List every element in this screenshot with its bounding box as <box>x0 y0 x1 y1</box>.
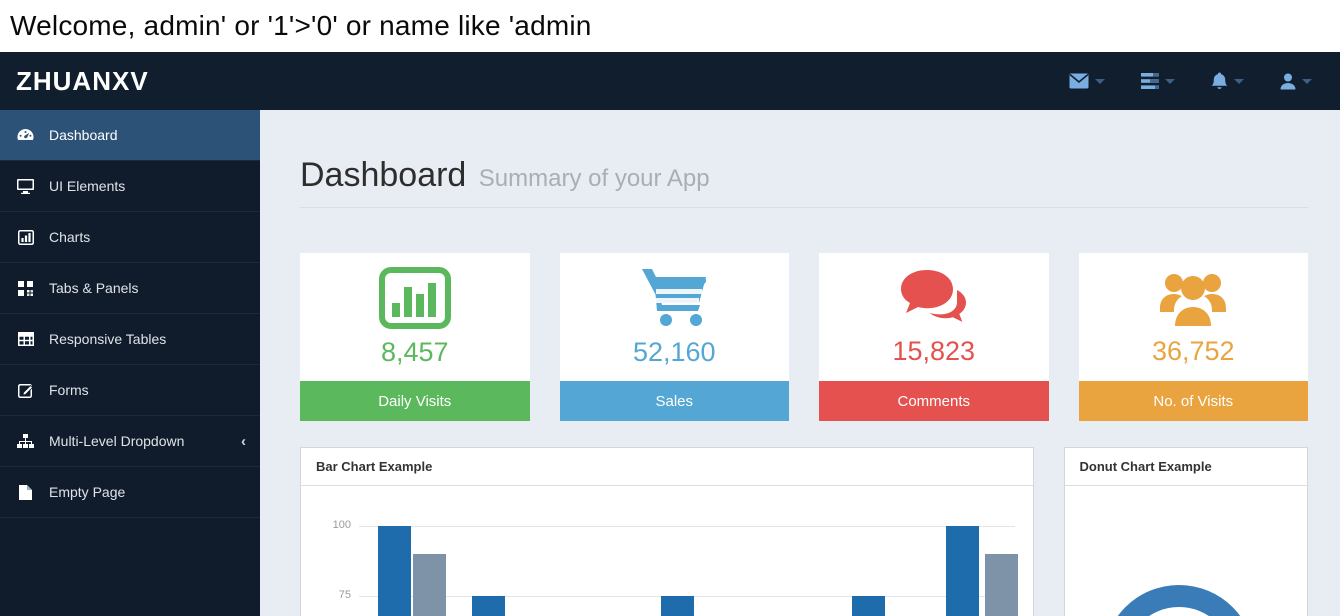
stat-card-comments: 15,823 Comments <box>819 253 1049 421</box>
main-content: Dashboard Summary of your App 8,457 Dail… <box>260 110 1340 616</box>
messages-dropdown[interactable] <box>1069 73 1105 89</box>
stat-footer[interactable]: Daily Visits <box>300 381 530 421</box>
sidebar-item-dashboard[interactable]: Dashboard <box>0 110 260 161</box>
sidebar-item-label: UI Elements <box>49 178 126 194</box>
chart-tick-label: 75 <box>338 589 351 601</box>
sidebar-item-label: Tabs & Panels <box>49 280 139 296</box>
stat-footer[interactable]: Comments <box>819 381 1049 421</box>
stat-card-daily-visits: 8,457 Daily Visits <box>300 253 530 421</box>
file-icon <box>17 484 34 500</box>
tachometer-icon <box>17 128 34 143</box>
navbar-menus <box>1069 72 1340 90</box>
chevron-left-icon: ‹ <box>241 432 246 450</box>
welcome-text: Welcome, admin' or '1'>'0' or name like … <box>10 10 592 41</box>
sidebar-item-charts[interactable]: Charts <box>0 212 260 263</box>
sidebar-item-empty-page[interactable]: Empty Page <box>0 467 260 518</box>
chart-gridline <box>359 526 1015 527</box>
page-header: Dashboard Summary of your App <box>300 156 1308 208</box>
brand-logo[interactable]: ZHUANXV <box>16 65 149 96</box>
chart-bar <box>413 554 446 616</box>
tasks-dropdown[interactable] <box>1141 73 1175 89</box>
chart-tick-label: 100 <box>332 519 351 531</box>
stat-value: 15,823 <box>892 335 976 366</box>
welcome-banner: Welcome, admin' or '1'>'0' or name like … <box>0 0 1340 52</box>
sidebar-item-label: Multi-Level Dropdown <box>49 433 185 449</box>
page-title: Dashboard <box>300 156 467 194</box>
donut-chart-panel-title: Donut Chart Example <box>1064 448 1307 486</box>
sidebar-item-label: Dashboard <box>49 127 118 143</box>
bar-chart-canvas: 100 75 <box>301 486 1033 616</box>
chart-bar <box>661 596 694 616</box>
stat-card-sales: 52,160 Sales <box>559 253 789 421</box>
sidebar-item-label: Responsive Tables <box>49 331 167 347</box>
chart-bar <box>378 526 411 616</box>
caret-down-icon <box>1095 78 1105 84</box>
alerts-dropdown[interactable] <box>1211 72 1244 90</box>
top-navbar: ZHUANXV <box>0 52 1340 110</box>
stat-value: 8,457 <box>380 336 449 367</box>
user-icon <box>1280 73 1296 90</box>
charts-row: Bar Chart Example 100 75 Donut Chart Exam… <box>300 447 1308 616</box>
page-subtitle: Summary of your App <box>478 165 710 192</box>
sidebar-item-label: Empty Page <box>49 484 126 500</box>
stat-card-no-of-visits: 36,752 No. of Visits <box>1078 253 1308 421</box>
pencil-square-icon <box>17 383 34 398</box>
caret-down-icon <box>1302 78 1312 84</box>
sidebar-item-forms[interactable]: Forms <box>0 365 260 416</box>
chart-bar <box>985 554 1018 616</box>
caret-down-icon <box>1165 78 1175 84</box>
comments-icon <box>899 268 969 328</box>
sidebar-item-ui-elements[interactable]: UI Elements <box>0 161 260 212</box>
desktop-icon <box>17 178 34 194</box>
sidebar-item-label: Charts <box>49 229 91 245</box>
users-icon <box>1158 268 1228 328</box>
sidebar-item-tabs-panels[interactable]: Tabs & Panels <box>0 263 260 314</box>
stat-value: 36,752 <box>1151 335 1235 366</box>
sidebar-item-responsive-tables[interactable]: Responsive Tables <box>0 314 260 365</box>
sidebar-nav: Dashboard UI Elements Charts Tabs & Pane… <box>0 110 260 616</box>
user-dropdown[interactable] <box>1280 73 1312 90</box>
bar-chart-panel-title: Bar Chart Example <box>301 448 1033 486</box>
sidebar-item-label: Forms <box>49 382 89 398</box>
sidebar-item-multi-level-dropdown[interactable]: Multi-Level Dropdown ‹ <box>0 416 260 467</box>
qrcode-icon <box>17 280 34 296</box>
bar-chart-panel: Bar Chart Example 100 75 <box>300 447 1034 616</box>
caret-down-icon <box>1234 78 1244 84</box>
stat-cards-row: 8,457 Daily Visits 52,160 Sales <box>300 253 1308 421</box>
donut-chart-canvas <box>1064 486 1307 616</box>
stat-footer[interactable]: No. of Visits <box>1078 381 1308 421</box>
sitemap-icon <box>17 433 34 449</box>
donut-hole <box>1124 607 1233 616</box>
table-icon <box>17 332 34 346</box>
tasks-icon <box>1141 73 1159 89</box>
chart-bar <box>946 526 979 616</box>
donut-chart-panel: Donut Chart Example <box>1063 447 1308 616</box>
chart-bar <box>472 596 505 616</box>
donut-segment <box>1102 585 1255 616</box>
stat-footer[interactable]: Sales <box>559 381 789 421</box>
envelope-icon <box>1069 73 1089 89</box>
stat-value: 52,160 <box>632 336 716 367</box>
shopping-cart-icon <box>640 267 708 329</box>
bar-chart-icon <box>17 229 34 245</box>
chart-bar <box>852 596 885 616</box>
bell-icon <box>1211 72 1228 90</box>
bar-chart-icon <box>378 266 451 329</box>
